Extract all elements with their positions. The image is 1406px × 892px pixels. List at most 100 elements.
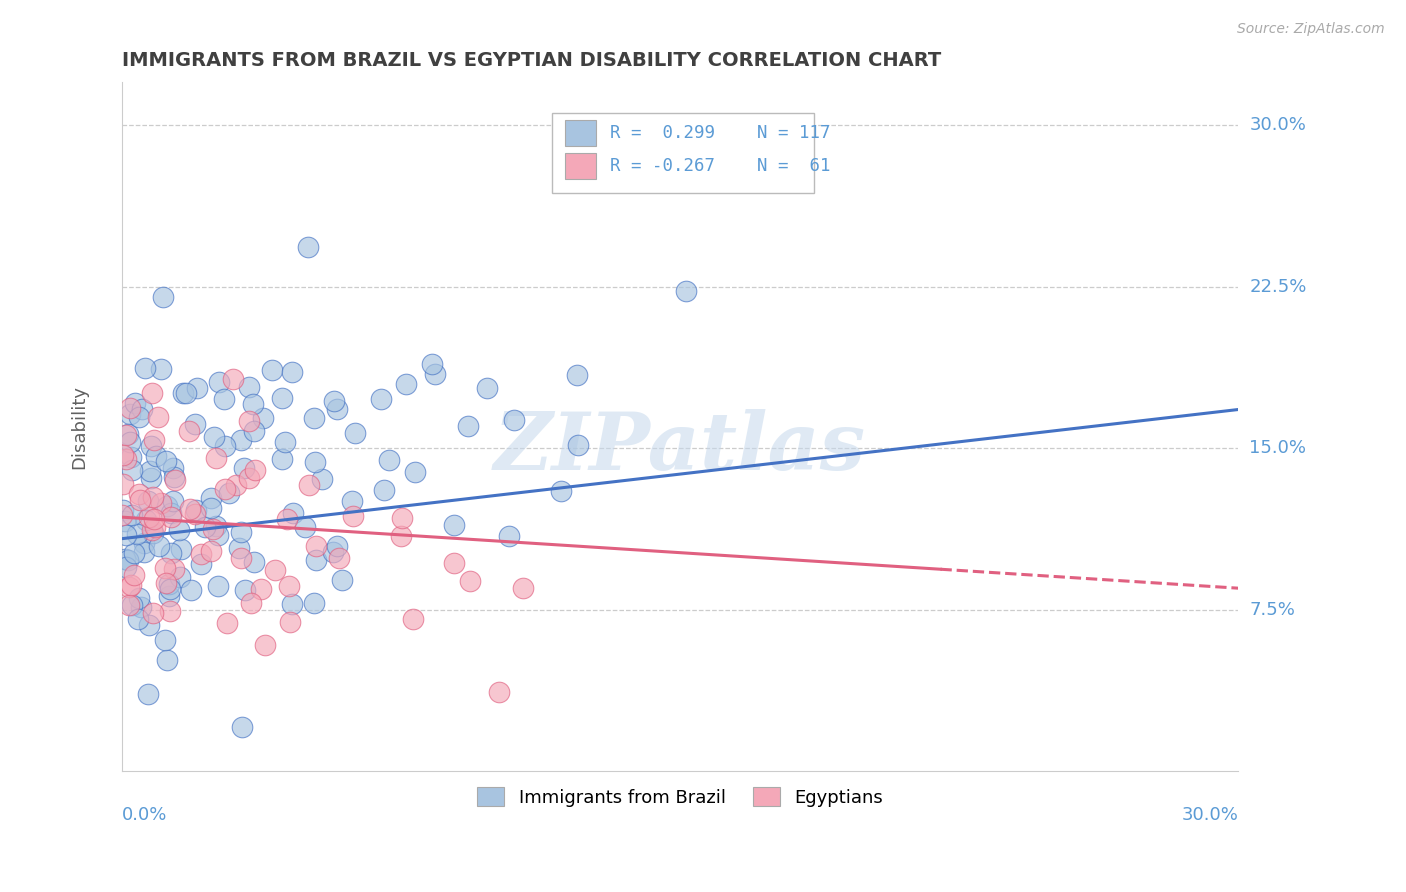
Point [143, 433, 166, 447]
Point [201, 522, 224, 536]
Point [243, 463, 266, 477]
Point [135, 514, 157, 528]
Point [183, 417, 205, 432]
Point [169, 523, 191, 537]
Point [205, 519, 228, 533]
Point [488, 684, 510, 698]
Point [162, 494, 184, 508]
Text: 30.0%: 30.0% [1250, 116, 1306, 135]
Point [118, 407, 141, 421]
Point [132, 535, 155, 549]
Point [401, 612, 423, 626]
Point [391, 511, 413, 525]
Point [163, 562, 186, 576]
Point [118, 401, 141, 415]
Legend: Immigrants from Brazil, Egyptians: Immigrants from Brazil, Egyptians [470, 780, 890, 814]
Point [111, 503, 134, 517]
Point [243, 555, 266, 569]
Point [304, 454, 326, 468]
Point [328, 551, 350, 566]
Point [238, 414, 260, 428]
Point [127, 612, 149, 626]
Point [142, 491, 165, 505]
Point [229, 524, 252, 539]
Point [170, 542, 193, 557]
Point [370, 392, 392, 407]
Point [231, 550, 253, 565]
Point [200, 501, 222, 516]
Bar [565, 153, 596, 178]
Point [420, 357, 443, 371]
Point [163, 470, 186, 484]
Point [180, 582, 202, 597]
Point [150, 496, 173, 510]
Point [142, 512, 165, 526]
Point [156, 652, 179, 666]
Point [120, 450, 142, 465]
Point [136, 494, 159, 508]
Text: 7.5%: 7.5% [1250, 600, 1295, 619]
Point [152, 290, 174, 304]
Point [270, 391, 292, 405]
Point [136, 687, 159, 701]
Point [253, 638, 276, 652]
Bar [565, 120, 596, 146]
Point [276, 511, 298, 525]
Point [218, 485, 240, 500]
Point [141, 386, 163, 401]
Point [214, 439, 236, 453]
Point [132, 545, 155, 559]
Point [378, 452, 401, 467]
Point [131, 401, 153, 416]
Point [160, 546, 183, 560]
Point [238, 471, 260, 485]
Point [326, 539, 349, 553]
Point [156, 500, 179, 514]
Point [111, 508, 134, 522]
Point [277, 579, 299, 593]
Point [281, 365, 304, 379]
Point [340, 493, 363, 508]
Text: 30.0%: 30.0% [1181, 805, 1239, 823]
Point [242, 424, 264, 438]
Point [395, 377, 418, 392]
Point [457, 419, 479, 434]
Point [138, 617, 160, 632]
Point [174, 386, 197, 401]
Point [115, 451, 138, 466]
Point [326, 402, 349, 417]
Point [212, 392, 235, 407]
Point [179, 424, 201, 438]
Point [550, 484, 572, 499]
Point [122, 567, 145, 582]
Point [148, 540, 170, 554]
Point [323, 394, 346, 409]
Point [373, 483, 395, 498]
Point [207, 579, 229, 593]
Point [159, 507, 181, 521]
Point [114, 552, 136, 566]
Text: Disability: Disability [70, 384, 89, 468]
Point [139, 470, 162, 484]
Point [214, 482, 236, 496]
Point [458, 574, 481, 589]
Point [240, 596, 263, 610]
Point [146, 410, 169, 425]
Point [225, 478, 247, 492]
Point [250, 582, 273, 597]
Point [252, 410, 274, 425]
Point [305, 552, 328, 566]
Point [145, 450, 167, 464]
Point [139, 439, 162, 453]
Point [128, 410, 150, 425]
Point [172, 386, 194, 401]
Point [222, 372, 245, 386]
Point [122, 546, 145, 560]
Point [155, 576, 177, 591]
Point [343, 425, 366, 440]
Point [512, 581, 534, 595]
Text: R =  0.299    N = 117: R = 0.299 N = 117 [610, 124, 830, 143]
Point [264, 562, 287, 576]
Point [200, 544, 222, 558]
Text: R = -0.267    N =  61: R = -0.267 N = 61 [610, 157, 830, 175]
